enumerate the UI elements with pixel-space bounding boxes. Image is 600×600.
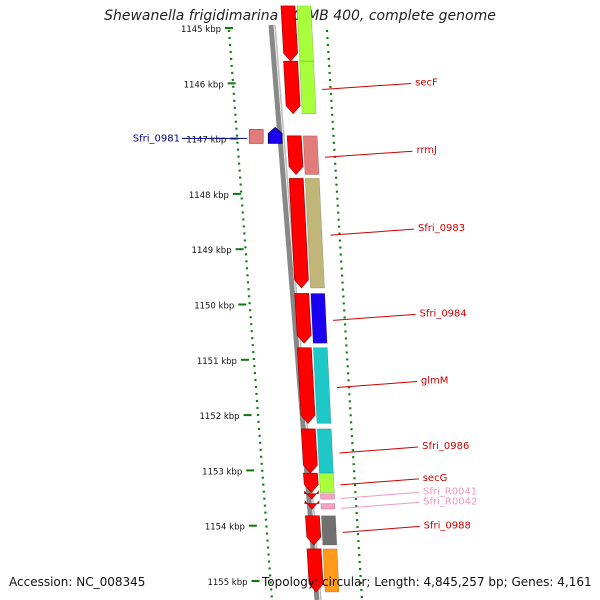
gene-label: Sfri_0983	[418, 223, 465, 234]
gene-block[interactable]	[304, 178, 325, 289]
gene-label-leader	[322, 82, 412, 90]
ruler-tick-label: 1145 kbp	[181, 25, 221, 35]
gene-block[interactable]	[319, 472, 335, 493]
ruler-tick-label: 1147 kbp	[186, 136, 226, 146]
gene-label-leader	[340, 491, 420, 499]
cds-arrow[interactable]	[288, 178, 309, 289]
cds-arrow[interactable]	[294, 293, 312, 344]
gene-block[interactable]	[299, 60, 317, 115]
minus-strand-gene[interactable]	[248, 129, 264, 144]
gene-block[interactable]	[313, 347, 332, 424]
gene-block[interactable]	[322, 548, 340, 593]
cds-arrow[interactable]	[305, 515, 322, 546]
accession-text: Accession: NC_008345	[9, 575, 146, 589]
gene-block[interactable]	[310, 293, 328, 344]
gene-label: rrmJ	[416, 145, 437, 156]
gene-label-leader	[324, 150, 413, 158]
gene-label: Sfri_R0042	[423, 496, 477, 507]
gene-label: Sfri_R0041	[423, 486, 477, 497]
ruler-tick-label: 1152 kbp	[200, 412, 240, 422]
gene-label-leader	[336, 381, 417, 389]
gene-label-leader	[333, 313, 416, 321]
minus-strand-arrow[interactable]	[267, 126, 283, 144]
gene-label: secG	[423, 473, 448, 484]
gene-label-leader	[340, 478, 419, 486]
gene-label-leader	[341, 501, 420, 509]
cds-arrow[interactable]	[300, 428, 318, 474]
cds-arrow[interactable]	[280, 5, 298, 62]
ruler-tick-label: 1153 kbp	[202, 467, 242, 477]
cds-arrow[interactable]	[306, 548, 324, 593]
ruler-tick-label: 1149 kbp	[192, 246, 232, 256]
cds-arrow[interactable]	[304, 490, 320, 500]
gene-block[interactable]	[320, 493, 335, 500]
gene-block[interactable]	[321, 515, 338, 546]
gene-block[interactable]	[296, 5, 314, 62]
cds-arrow[interactable]	[286, 135, 304, 176]
gene-block[interactable]	[320, 503, 336, 510]
gene-block[interactable]	[302, 135, 320, 175]
gene-label-leader	[342, 525, 420, 533]
minus-strand-label: Sfri_0981	[133, 133, 180, 144]
topology-text: Topology: circular; Length: 4,845,257 bp…	[262, 575, 592, 589]
cds-arrow[interactable]	[283, 60, 301, 115]
gene-label-leader	[339, 446, 419, 454]
gene-label: Sfri_0984	[420, 308, 467, 319]
gene-label: glmM	[421, 376, 449, 387]
gene-label-leader	[330, 228, 414, 236]
gene-block[interactable]	[316, 428, 334, 474]
ruler-tick-label: 1148 kbp	[189, 191, 229, 201]
gene-label: secF	[415, 77, 438, 88]
cds-arrow[interactable]	[297, 347, 316, 424]
ruler-tick-label: 1146 kbp	[184, 80, 224, 90]
ruler-tick-label: 1155 kbp	[207, 578, 247, 588]
ruler-dotted-line-inner	[325, 29, 364, 600]
cds-arrow[interactable]	[304, 500, 320, 510]
gene-label: Sfri_0988	[424, 520, 471, 531]
ruler-tick-label: 1150 kbp	[194, 302, 234, 312]
ruler-tick-label: 1154 kbp	[205, 523, 245, 533]
gene-label: Sfri_0986	[422, 441, 469, 452]
ruler-dotted-line	[227, 29, 274, 600]
ruler-tick-label: 1151 kbp	[197, 357, 237, 367]
cds-arrow[interactable]	[303, 472, 319, 493]
